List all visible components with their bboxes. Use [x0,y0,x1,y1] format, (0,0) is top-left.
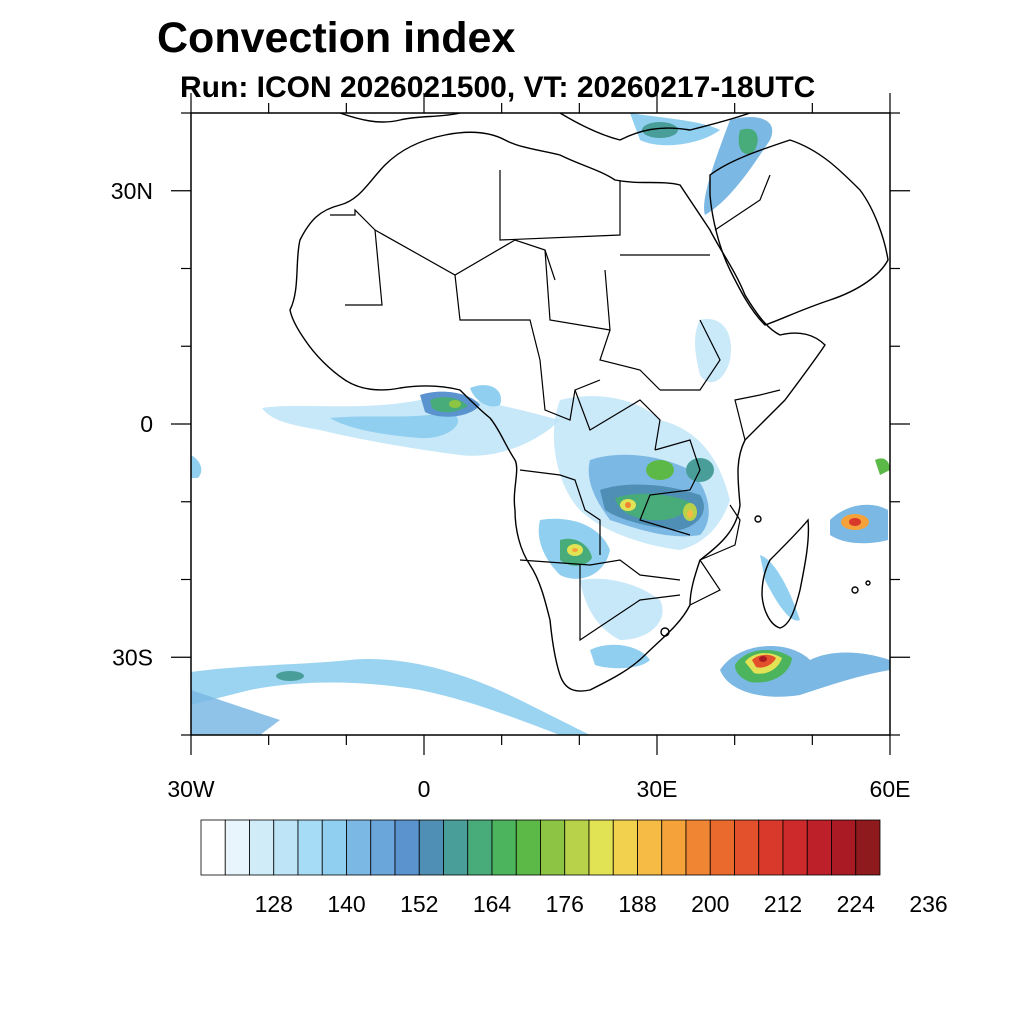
y-tick-label: 30N [111,178,153,204]
colorbar-swatch [394,819,420,876]
colorbar-label: 140 [327,891,365,917]
colorbar-swatch [443,819,469,876]
colorbar-swatch [321,819,347,876]
colorbar-swatch [467,819,493,876]
x-tick-label: 30W [167,776,215,802]
colorbar-swatch [782,819,808,876]
colorbar-label: 188 [618,891,656,917]
colorbar-swatch [734,819,760,876]
colorbar-swatch [273,819,299,876]
colorbar-swatch [758,819,784,876]
colorbar-swatch [515,819,541,876]
colorbar-swatch [661,819,687,876]
colorbar-swatch [806,819,832,876]
colorbar-swatch [200,819,226,876]
colorbar-swatch [564,819,590,876]
colorbar-swatch [540,819,566,876]
x-tick-label: 60E [870,776,911,802]
convection-field [191,113,890,735]
colorbar-label: 176 [546,891,584,917]
colorbar-label: 200 [691,891,729,917]
colorbar-swatch [709,819,735,876]
colorbar-label: 128 [255,891,293,917]
colorbar-label: 236 [909,891,947,917]
colorbar-label: 164 [473,891,512,917]
colorbar-swatch [249,819,275,876]
colorbar-swatch [637,819,663,876]
y-tick-label: 30S [112,644,153,670]
y-tick-label: 0 [140,411,153,437]
colorbar: 128 140 152 164 176 188 200 212 224 236 [200,819,948,917]
colorbar-swatch [370,819,396,876]
x-tick-label: 0 [418,776,431,802]
colorbar-swatch [588,819,614,876]
colorbar-swatch [297,819,323,876]
axis-ticks: 30N 0 30S 30W 0 30E 60E [111,93,911,802]
colorbar-label: 212 [764,891,802,917]
colorbar-label: 152 [400,891,438,917]
colorbar-label: 224 [837,891,876,917]
x-tick-label: 30E [637,776,678,802]
colorbar-swatch [418,819,444,876]
colorbar-swatch [612,819,638,876]
colorbar-swatch [685,819,711,876]
colorbar-swatch [224,819,250,876]
country-borders [330,170,781,642]
colorbar-swatch [491,819,517,876]
colorbar-swatch [346,819,372,876]
colorbar-swatch [855,819,881,876]
chart-subtitle: Run: ICON 2026021500, VT: 20260217-18UTC [180,71,816,104]
chart-title: Convection index [157,14,516,62]
colorbar-swatch [831,819,857,876]
coastlines [289,113,889,692]
